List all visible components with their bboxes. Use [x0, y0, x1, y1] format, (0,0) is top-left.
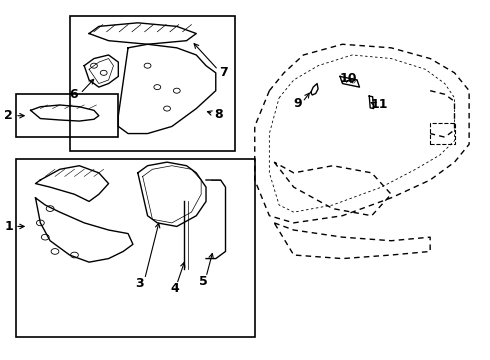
- Text: 4: 4: [170, 283, 179, 296]
- Text: 5: 5: [199, 275, 208, 288]
- Bar: [16, 94, 118, 137]
- Text: 10: 10: [340, 72, 357, 85]
- Bar: [70, 16, 235, 152]
- Text: 8: 8: [214, 108, 222, 121]
- Text: 6: 6: [69, 89, 78, 102]
- Text: 9: 9: [294, 97, 302, 110]
- Text: 3: 3: [135, 277, 144, 290]
- Text: 7: 7: [219, 66, 227, 79]
- Text: 11: 11: [370, 99, 388, 112]
- Bar: [16, 158, 255, 337]
- Text: 2: 2: [4, 109, 13, 122]
- Bar: [430, 123, 455, 144]
- Text: 1: 1: [4, 220, 13, 233]
